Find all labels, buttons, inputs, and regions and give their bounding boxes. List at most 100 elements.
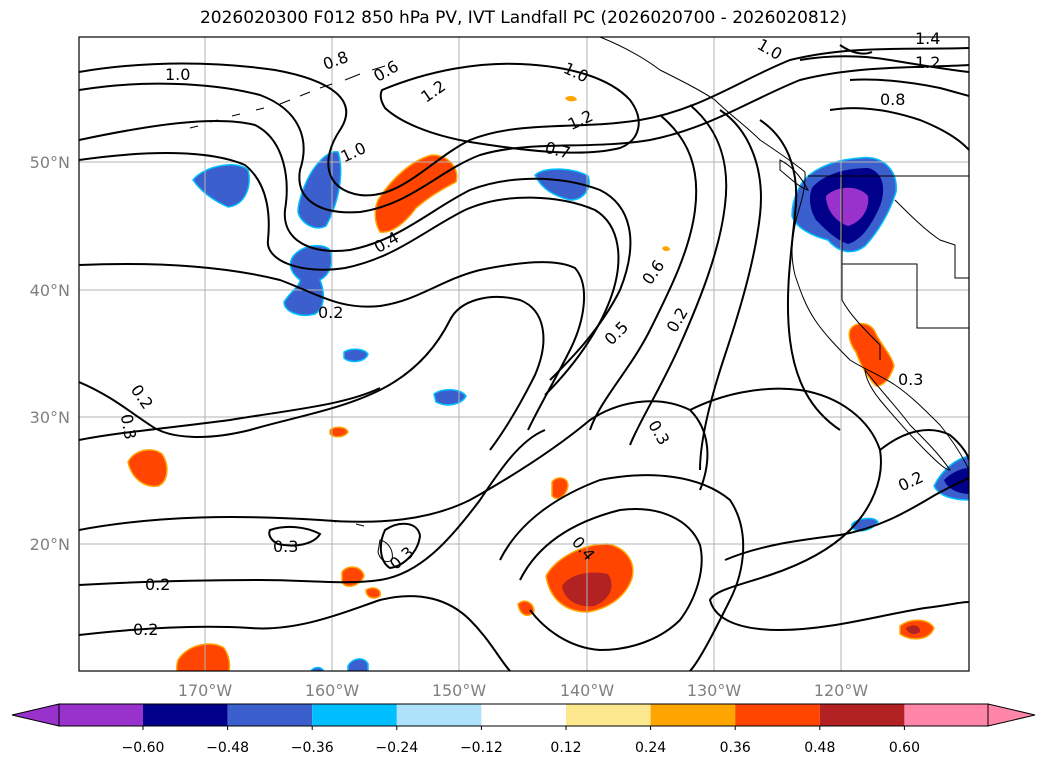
lat-tick-label: 20°N: [30, 535, 70, 554]
pv-contour: [829, 107, 969, 151]
pv-contour: [79, 387, 381, 441]
pv-contour: [689, 387, 969, 632]
colorbar-bin: [396, 704, 482, 726]
colorbar-frame: [58, 703, 989, 727]
colorbar-under-extension: [11, 703, 60, 727]
colorbar-bin: [59, 704, 143, 726]
contour-label: 0.8: [880, 90, 905, 109]
pv-contour: [79, 595, 511, 671]
colorbar-tick-label: 0.48: [804, 740, 835, 756]
pv-contour: [799, 55, 969, 73]
positive-anomaly-region: [551, 477, 569, 500]
negative-anomaly-region: [534, 168, 590, 201]
colorbar-bin: [312, 704, 397, 726]
pv-contour: [589, 114, 698, 431]
lon-tick-label: 150°W: [432, 681, 487, 700]
north-america-coastline: [791, 171, 969, 471]
pv-contour: [379, 522, 422, 570]
map-frame: [78, 36, 970, 672]
pv-contour: [79, 429, 546, 586]
positive-anomaly-region: [848, 322, 895, 387]
colorbar-bins: [59, 704, 988, 726]
pv-contour: [79, 64, 969, 214]
pv-contour: [839, 44, 873, 55]
contour-label: 1.0: [165, 65, 190, 84]
contour-label: 1.2: [915, 53, 940, 72]
positive-anomaly-region: [365, 587, 381, 599]
alaska-coastline: [599, 37, 806, 173]
vancouver-island: [779, 159, 809, 191]
colorbar-bin: [566, 704, 651, 726]
pv-contour: [519, 508, 703, 652]
contour-label: 0.3: [117, 413, 140, 441]
positive-anomaly-region: [517, 600, 535, 617]
negative-anomaly-region: [347, 658, 369, 671]
pv-contour: [499, 474, 745, 671]
lon-tick-label: 160°W: [305, 681, 360, 700]
negative-anomaly-region: [433, 389, 467, 406]
positive-anomaly-region: [565, 95, 577, 102]
lat-tick-label: 30°N: [30, 408, 70, 427]
graticule: [79, 37, 969, 671]
colorbar-ticks: −0.60 −0.48 −0.36 −0.24 −0.12 0.12 0.24 0.36 0.4…: [122, 726, 920, 756]
colorbar-tick-label: −0.12: [460, 740, 503, 756]
pv-contour: [629, 104, 728, 446]
map-panel: [78, 36, 970, 672]
lat-tick-label: 50°N: [30, 153, 70, 172]
pv-contour: [699, 109, 762, 471]
pv-contour: [79, 119, 632, 381]
contour-label: 0.2: [318, 303, 343, 322]
pv-contour: [79, 261, 586, 431]
contour-label: 0.2: [145, 575, 170, 594]
pv-contour: [79, 400, 709, 531]
strong-positive-anomaly-region: [906, 625, 920, 635]
shading-layer: [127, 95, 969, 671]
colorbar-tick-label: −0.36: [291, 740, 334, 756]
colorbar-over-extension: [987, 703, 1036, 727]
coastlines: [189, 37, 969, 563]
colorbar-tick-label: 0.24: [635, 740, 666, 756]
lon-tick-label: 140°W: [560, 681, 615, 700]
positive-anomaly-region: [127, 449, 168, 488]
lon-tick-label: 130°W: [687, 681, 742, 700]
pv-contours: [79, 44, 969, 671]
colorbar-bin: [650, 704, 736, 726]
pv-contour: [79, 47, 969, 197]
latitude-axis: 50°N 40°N 30°N 20°N: [30, 153, 70, 554]
pv-contour: [879, 429, 969, 461]
state-border: [841, 176, 969, 329]
lon-tick-label: 120°W: [814, 681, 869, 700]
contour-label: 1.4: [915, 29, 940, 48]
lat-tick-label: 40°N: [30, 281, 70, 300]
colorbar-bin: [904, 704, 988, 726]
negative-anomaly-region: [343, 348, 369, 363]
colorbar-bin: [819, 704, 905, 726]
positive-anomaly-region: [175, 643, 231, 671]
map-title: 2026020300 F012 850 hPa PV, IVT Landfall…: [199, 8, 847, 28]
colorbar-tick-label: −0.24: [375, 740, 418, 756]
pv-contour: [79, 296, 545, 451]
positive-anomaly-region: [662, 246, 670, 252]
state-border: [894, 199, 969, 279]
longitude-axis: 170°W 160°W 150°W 140°W 130°W 120°W: [178, 681, 869, 700]
colorbar-bin: [481, 704, 566, 726]
colorbar-tick-label: −0.60: [122, 740, 165, 756]
pv-contour: [724, 477, 969, 561]
strongest-negative-anomaly-region: [826, 187, 869, 226]
pv-contour: [379, 62, 640, 154]
map-background: [79, 37, 969, 671]
contour-label: 0.3: [273, 537, 298, 556]
state-border: [841, 264, 881, 360]
colorbar: −0.60 −0.48 −0.36 −0.24 −0.12 0.12 0.24 0.36 0.4…: [11, 703, 1036, 756]
colorbar-tick-label: 0.12: [550, 740, 581, 756]
baja-california: [864, 368, 951, 471]
positive-anomaly-region: [374, 154, 458, 233]
lon-tick-label: 170°W: [178, 681, 233, 700]
pv-contour: [849, 78, 969, 97]
contour-label: 0.2: [133, 620, 158, 639]
pv-contour: [268, 525, 322, 547]
colorbar-bin: [227, 704, 313, 726]
colorbar-tick-label: −0.48: [206, 740, 249, 756]
negative-anomaly-region: [309, 666, 325, 671]
